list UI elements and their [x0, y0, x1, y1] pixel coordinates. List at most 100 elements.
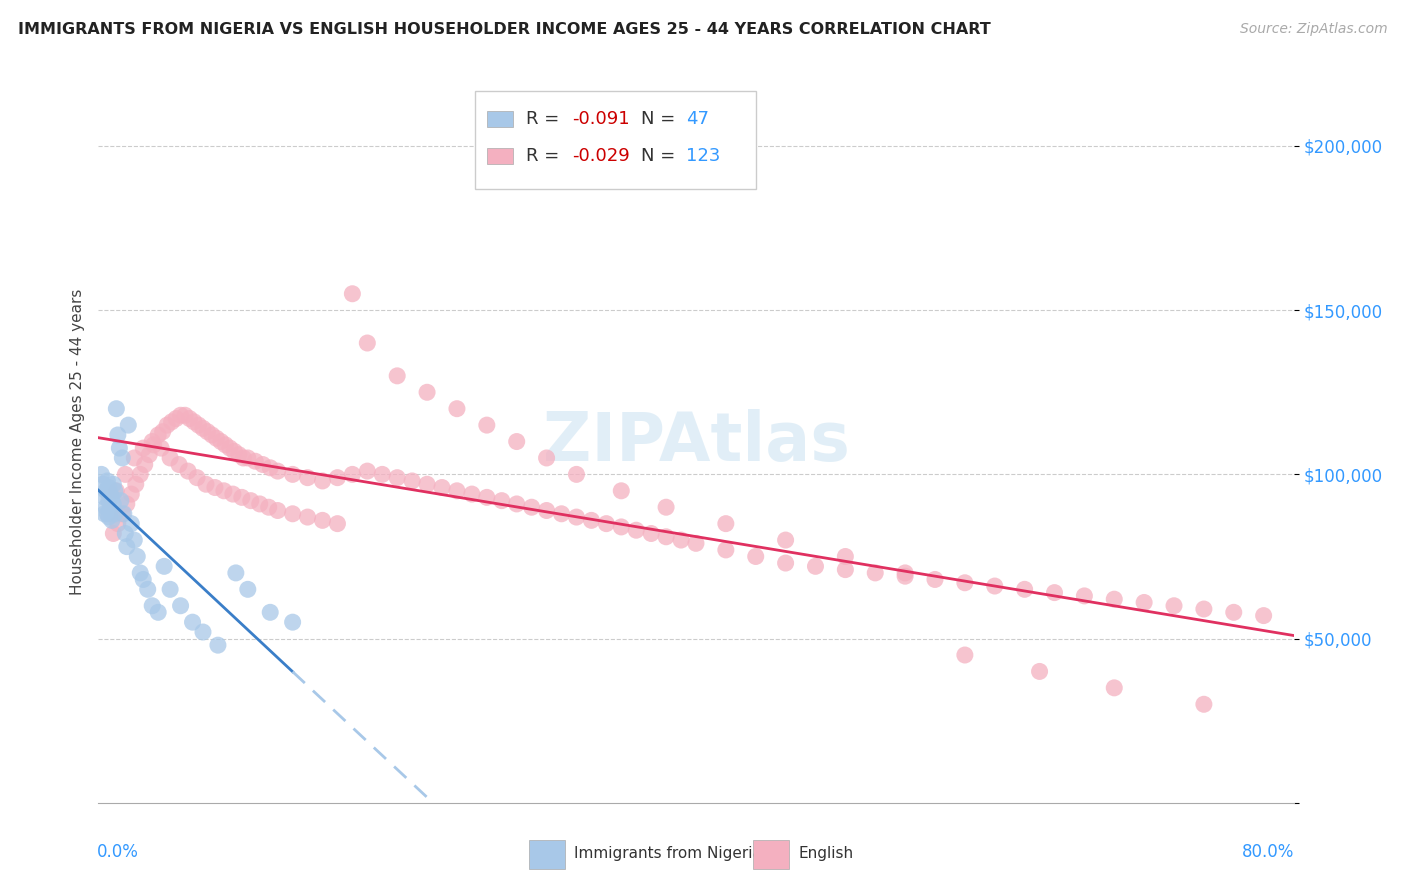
Point [174, 409, 197, 423]
Point [93, 507, 115, 521]
Point [114, 467, 136, 482]
Point [775, 556, 797, 570]
Point [626, 523, 648, 537]
Point [111, 450, 134, 465]
Point [610, 520, 633, 534]
Point [160, 415, 183, 429]
Point [475, 418, 498, 433]
Point [1192, 698, 1215, 712]
Point [186, 471, 208, 485]
Point [257, 500, 280, 515]
Point [259, 460, 281, 475]
Point [775, 533, 797, 547]
Point [120, 487, 142, 501]
FancyBboxPatch shape [529, 840, 565, 870]
Point [1014, 582, 1036, 597]
Point [834, 549, 856, 564]
Point [371, 467, 394, 482]
Point [105, 401, 128, 416]
Point [127, 549, 149, 564]
Point [1028, 665, 1050, 679]
Point [191, 625, 214, 640]
Point [104, 483, 127, 498]
Point [326, 516, 349, 531]
Point [195, 477, 218, 491]
Point [93, 491, 115, 505]
Point [536, 503, 558, 517]
Point [183, 415, 205, 429]
Point [239, 493, 262, 508]
Point [103, 526, 125, 541]
Text: 0.0%: 0.0% [97, 843, 139, 861]
Point [169, 409, 191, 423]
Point [228, 448, 250, 462]
Text: N =: N = [641, 110, 681, 128]
Text: R =: R = [526, 110, 565, 128]
Point [714, 516, 737, 531]
Point [107, 516, 129, 531]
Point [105, 483, 128, 498]
Point [101, 491, 124, 505]
Point [205, 431, 228, 445]
Point [94, 500, 117, 515]
Point [745, 549, 768, 564]
Point [834, 563, 856, 577]
Point [179, 411, 201, 425]
Text: 80.0%: 80.0% [1243, 843, 1295, 861]
Point [132, 573, 155, 587]
Point [894, 569, 917, 583]
Point [610, 483, 633, 498]
Point [214, 438, 236, 452]
Text: ZIPAtlas: ZIPAtlas [543, 409, 849, 475]
Point [669, 533, 692, 547]
Text: -0.029: -0.029 [572, 147, 630, 165]
Point [1104, 592, 1126, 607]
Point [1133, 595, 1156, 609]
Point [267, 464, 290, 478]
Text: English: English [799, 846, 853, 861]
Point [152, 425, 174, 439]
Point [655, 500, 678, 515]
Point [953, 648, 976, 662]
Point [112, 507, 135, 521]
Point [342, 467, 364, 482]
FancyBboxPatch shape [754, 840, 789, 870]
Y-axis label: Householder Income Ages 25 - 44 years: Householder Income Ages 25 - 44 years [69, 288, 84, 595]
Point [461, 487, 484, 501]
Point [953, 575, 976, 590]
Point [550, 507, 572, 521]
Point [356, 336, 378, 351]
Point [156, 418, 179, 433]
Point [98, 503, 122, 517]
Point [281, 467, 304, 482]
Point [565, 467, 588, 482]
Text: -0.091: -0.091 [572, 110, 630, 128]
Point [204, 481, 226, 495]
Point [342, 286, 364, 301]
Point [311, 474, 333, 488]
FancyBboxPatch shape [486, 148, 513, 164]
Text: R =: R = [526, 147, 565, 165]
Point [446, 401, 468, 416]
Point [197, 425, 219, 439]
Point [222, 487, 245, 501]
Point [136, 582, 159, 597]
Point [159, 582, 181, 597]
Point [804, 559, 827, 574]
Point [595, 516, 617, 531]
Point [132, 441, 155, 455]
Point [225, 566, 247, 580]
Point [134, 458, 156, 472]
Point [655, 530, 678, 544]
Point [101, 513, 124, 527]
Point [111, 507, 134, 521]
Point [1163, 599, 1185, 613]
Point [96, 474, 118, 488]
Point [865, 566, 887, 580]
Point [236, 582, 259, 597]
Text: 123: 123 [686, 147, 721, 165]
Point [187, 418, 209, 433]
Point [212, 483, 235, 498]
Point [446, 483, 468, 498]
Point [120, 516, 142, 531]
